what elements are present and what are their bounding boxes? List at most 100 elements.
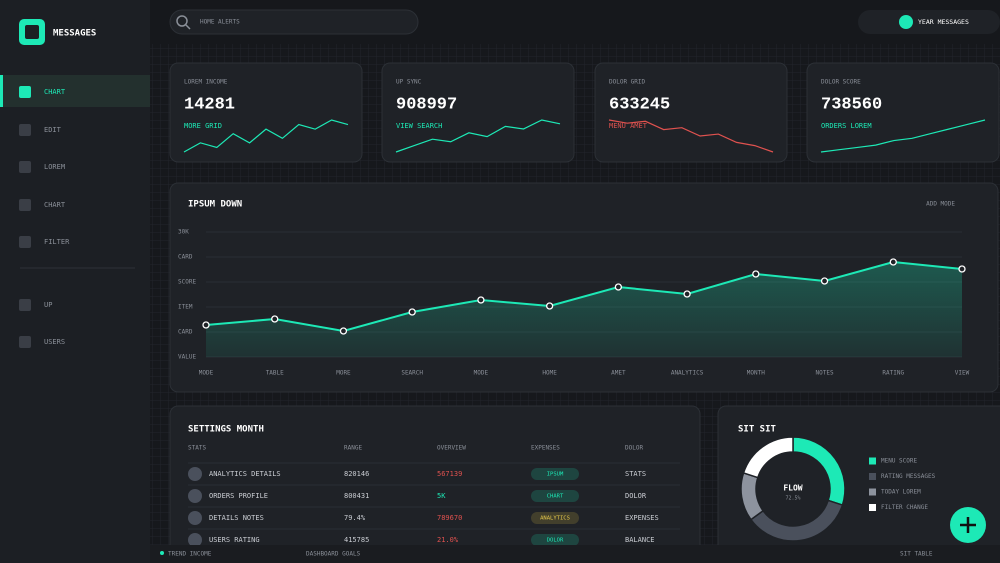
brand: MESSAGES — [53, 29, 96, 39]
search-bar[interactable] — [169, 9, 419, 35]
card-value: 908997 — [396, 95, 457, 114]
legend-label: TODAY LOREM — [881, 489, 921, 496]
y-tick-label: SCORE — [178, 279, 196, 286]
x-tick-label: AMET — [611, 370, 626, 377]
logo-inner — [25, 25, 39, 39]
badge-label: DOLOR — [547, 538, 564, 544]
table-header: OVERVIEW — [437, 445, 466, 452]
donut-segment — [742, 436, 794, 479]
card-label: DOLOR SCORE — [821, 79, 861, 86]
nav-icon[interactable] — [19, 86, 31, 98]
table-cell: STATS — [625, 470, 646, 478]
footer-dot — [160, 551, 164, 555]
donut-title: SIT SIT — [738, 425, 777, 435]
donut-center-label: FLOW — [783, 484, 802, 493]
table-cell: DOLOR — [625, 492, 647, 500]
line — [205, 260, 963, 333]
badge-label: IPSUM — [547, 472, 564, 478]
nav-item[interactable]: LOREM — [44, 163, 65, 171]
table-header: EXPENSES — [531, 445, 560, 452]
sparkline — [608, 119, 774, 153]
point — [752, 270, 760, 278]
nav-icon[interactable] — [19, 199, 31, 211]
footer-item[interactable]: DASHBOARD GOALS — [306, 551, 361, 558]
table-cell: 567139 — [437, 470, 462, 478]
card-caption: VIEW SEARCH — [396, 122, 442, 130]
point — [202, 321, 210, 329]
point — [271, 315, 279, 323]
sparkline — [183, 119, 349, 153]
panel — [806, 62, 1000, 163]
card-value: 738560 — [821, 95, 882, 114]
x-tick-label: RATING — [882, 370, 904, 377]
sparkline — [395, 119, 561, 153]
avatar — [188, 489, 202, 503]
table-header: STATS — [188, 445, 206, 452]
legend-swatch — [869, 473, 876, 480]
badge-label: ANALYTICS — [540, 516, 570, 522]
table-cell: EXPENSES — [625, 514, 659, 522]
point — [477, 296, 485, 304]
x-tick-label: MODE — [199, 370, 214, 377]
table-cell: BALANCE — [625, 536, 655, 544]
x-tick-label: MONTH — [747, 370, 765, 377]
toggle-knob[interactable] — [899, 15, 913, 29]
card-label: LOREM INCOME — [184, 79, 228, 86]
table-cell: 5K — [437, 492, 446, 500]
nav-icon[interactable] — [19, 161, 31, 173]
x-tick-label: ANALYTICS — [671, 370, 704, 377]
badge — [531, 512, 579, 524]
y-tick-label: CARD — [178, 329, 193, 336]
nav-icon[interactable] — [19, 124, 31, 136]
x-tick-label: VIEW — [955, 370, 970, 377]
nav-item[interactable]: UP — [44, 301, 52, 309]
add-icon — [960, 517, 976, 533]
search-placeholder: HOME ALERTS — [200, 19, 240, 26]
chart-action[interactable]: ADD MODE — [926, 201, 955, 208]
nav-icon[interactable] — [19, 336, 31, 348]
table-cell: ORDERS PROFILE — [209, 492, 268, 500]
y-tick-label: CARD — [178, 254, 193, 261]
footer — [150, 545, 1000, 563]
sparkline — [820, 119, 986, 153]
table-cell: 415785 — [344, 536, 369, 544]
search-icon-handle — [185, 24, 191, 30]
donut-center-value: 72.5% — [785, 496, 800, 502]
legend-label: RATING MESSAGES — [881, 473, 936, 480]
card-label: UP SYNC — [396, 79, 422, 86]
point — [545, 302, 554, 310]
legend-swatch — [869, 504, 876, 511]
table-cell: ANALYTICS DETAILS — [209, 470, 281, 478]
table-cell: DETAILS NOTES — [209, 514, 264, 522]
nav-item[interactable]: FILTER — [44, 238, 70, 246]
x-tick-label: SEARCH — [401, 370, 423, 377]
point — [683, 290, 691, 298]
footer-item[interactable]: TREND INCOME — [168, 551, 212, 558]
nav-item[interactable]: CHART — [44, 88, 66, 96]
toggle-pill[interactable] — [858, 10, 1000, 34]
point — [889, 258, 897, 266]
point — [820, 277, 829, 285]
point — [408, 308, 416, 316]
point — [339, 327, 348, 335]
nav-icon[interactable] — [19, 236, 31, 248]
content: CHART EDIT LOREM CHART FILTER UP USERS LOREM IN… — [0, 62, 1000, 563]
nav-item[interactable]: CHART — [44, 201, 66, 209]
table-title: SETTINGS MONTH — [188, 425, 264, 435]
panel — [381, 62, 575, 163]
legend-swatch — [869, 488, 876, 496]
search-icon — [176, 15, 188, 27]
nav-item[interactable]: USERS — [44, 338, 65, 346]
footer-item[interactable]: SIT TABLE — [900, 551, 933, 558]
badge-label: CHART — [547, 494, 564, 500]
table-cell: 789670 — [437, 514, 462, 522]
nav-item[interactable]: EDIT — [44, 126, 62, 134]
card-caption: MENU AMET — [609, 122, 648, 130]
card-value: 633245 — [609, 95, 670, 114]
badge — [531, 490, 579, 502]
avatar — [188, 467, 202, 481]
nav-icon[interactable] — [19, 299, 31, 311]
legend-label: FILTER CHANGE — [881, 504, 928, 511]
legend-label: MENU SCORE — [881, 458, 918, 465]
